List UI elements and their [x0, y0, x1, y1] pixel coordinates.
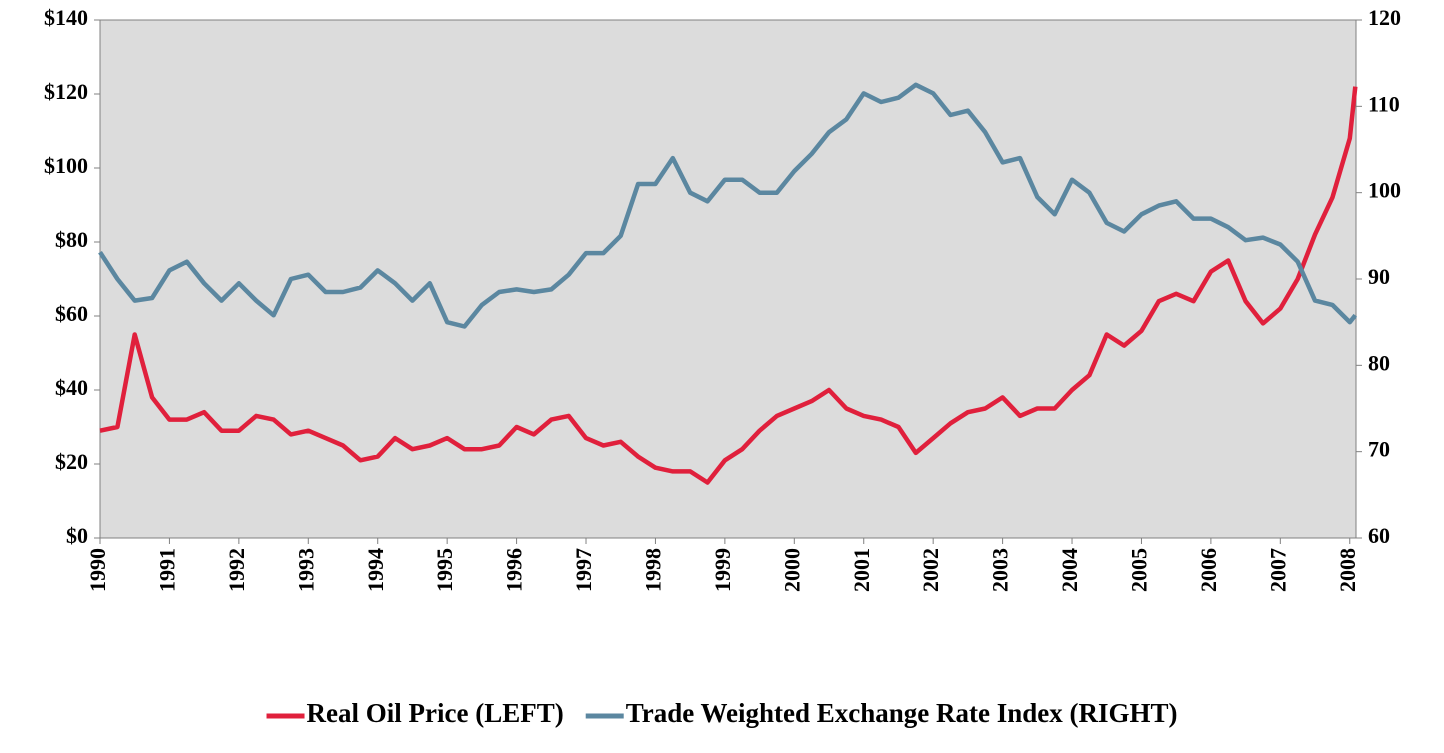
y-tick-label: $40 [55, 375, 88, 400]
y2-tick-label: 100 [1368, 178, 1401, 203]
legend: Real Oil Price (LEFT) Trade Weighted Exch… [266, 698, 1178, 728]
x-tick-label: 2003 [988, 548, 1013, 592]
x-tick-label: 1993 [293, 548, 318, 592]
x-tick-label: 2004 [1057, 548, 1082, 592]
y-tick-label: $140 [44, 5, 88, 30]
x-tick-label: 1999 [710, 548, 735, 592]
data-line [98, 82, 1358, 329]
y2-tick-label: 60 [1368, 523, 1390, 548]
x-tick-label: 1991 [154, 548, 179, 592]
x-tick-label: 2002 [918, 548, 943, 592]
x-tick-label: 1995 [432, 548, 457, 592]
y-tick-label: $20 [55, 449, 88, 474]
x-tick-label: 2001 [849, 548, 874, 592]
data-line [99, 86, 1358, 485]
y2-tick-label: 90 [1368, 264, 1390, 289]
y-tick-label: $100 [44, 153, 88, 178]
plot-area [99, 19, 1357, 539]
y2-tick-label: 80 [1368, 350, 1390, 375]
x-tick-label: 1992 [224, 548, 249, 592]
x-tick-label: 1996 [502, 548, 527, 592]
y-tick-label: $0 [66, 523, 88, 548]
x-tick-label: 2000 [779, 548, 804, 592]
x-tick-label: 1997 [571, 548, 596, 592]
y-tick-label: $120 [44, 79, 88, 104]
y-tick-label: $80 [55, 227, 88, 252]
y2-tick-label: 110 [1368, 91, 1400, 116]
x-tick-label: 2005 [1127, 548, 1152, 592]
x-tick-label: 1998 [640, 548, 665, 592]
y-tick-label: $60 [55, 301, 88, 326]
y2-tick-label: 120 [1368, 5, 1401, 30]
legend-label: Real Oil Price (LEFT) [307, 698, 564, 728]
legend-label: Trade Weighted Exchange Rate Index (RIGH… [626, 698, 1178, 728]
x-tick-label: 2006 [1196, 548, 1221, 592]
x-tick-label: 1990 [85, 548, 110, 592]
x-tick-label: 2008 [1335, 548, 1360, 592]
y2-tick-label: 70 [1368, 437, 1390, 462]
x-tick-label: 1994 [363, 548, 388, 592]
x-tick-label: 2007 [1265, 548, 1290, 592]
